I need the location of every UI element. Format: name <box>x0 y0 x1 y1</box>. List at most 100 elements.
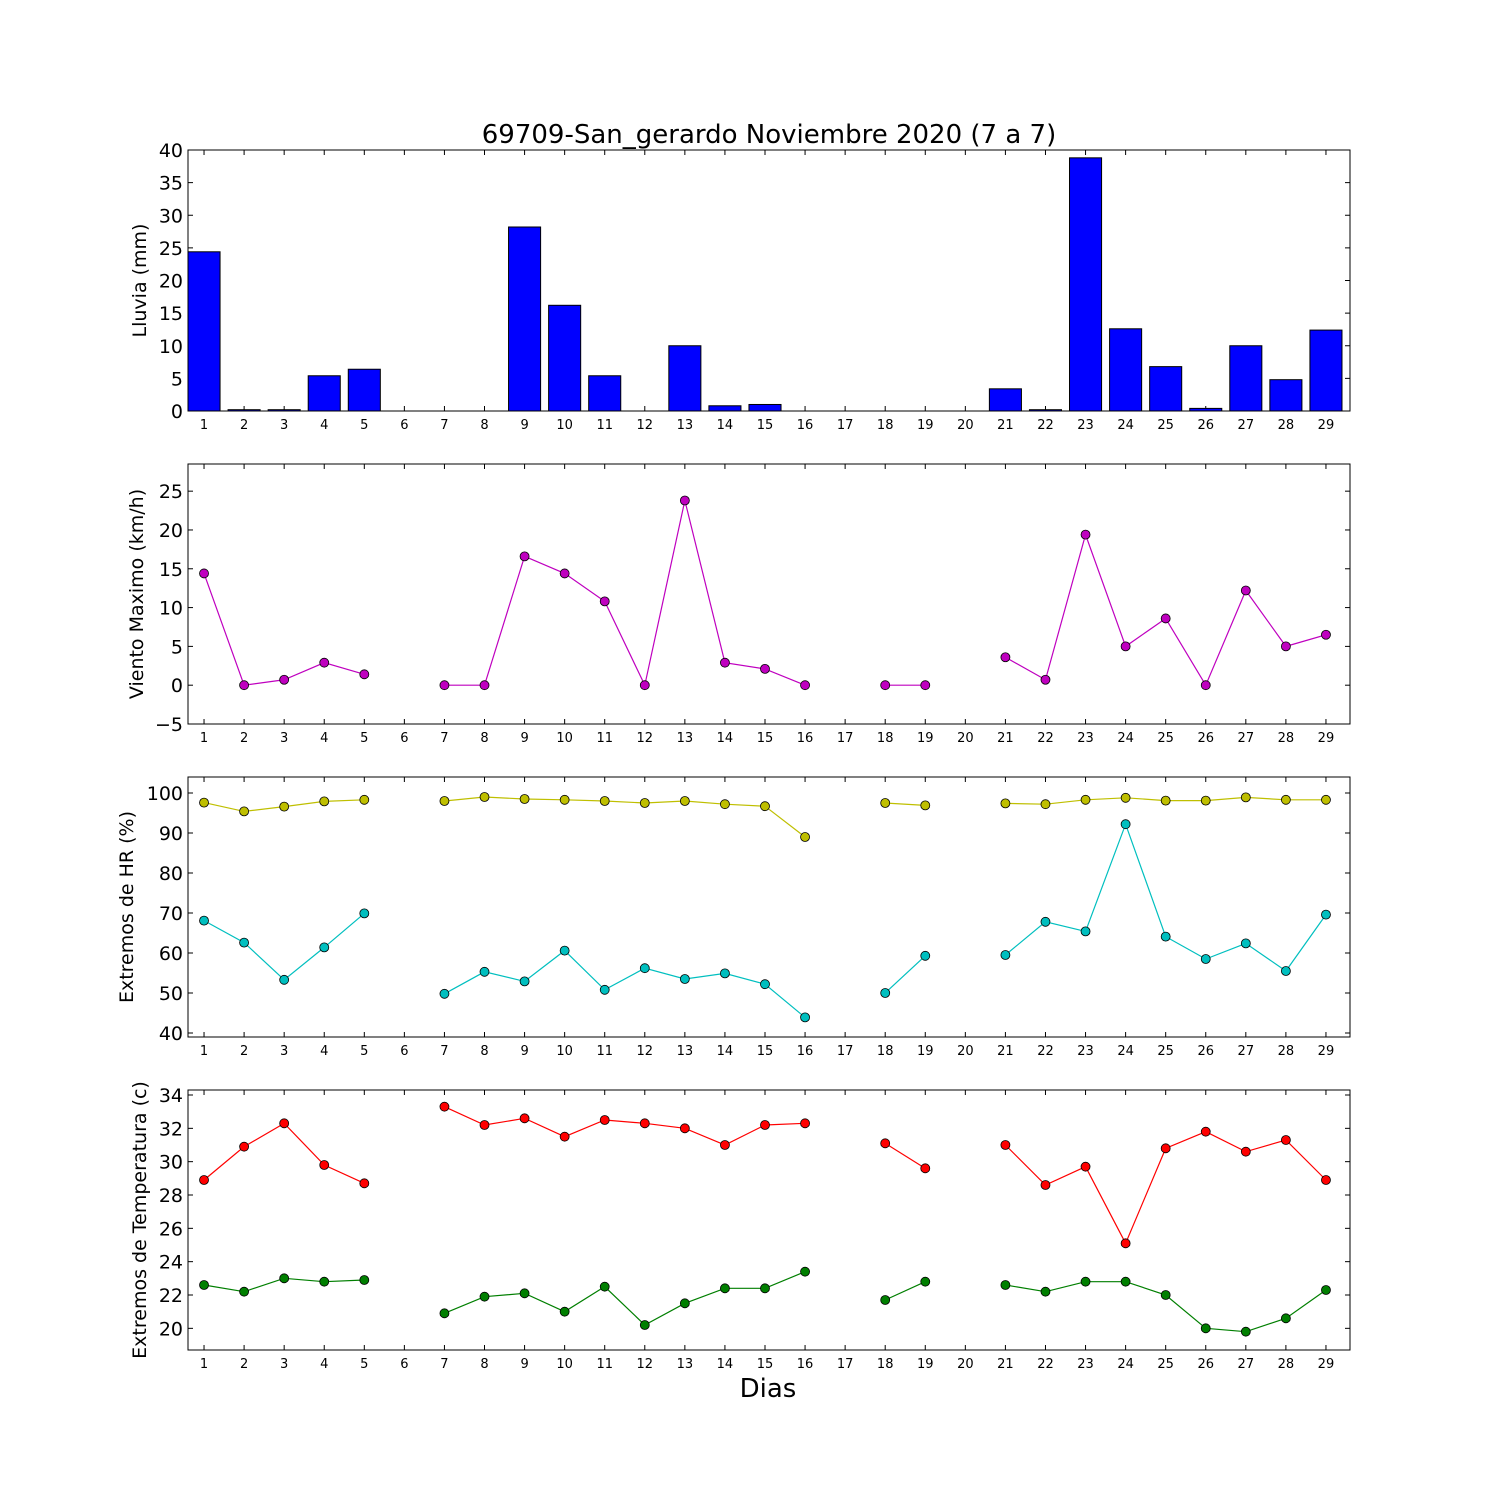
rain-x-tick-label: 17 <box>837 418 854 433</box>
temp-series-1-point <box>479 1291 490 1302</box>
rain-x-tick-label: 16 <box>797 418 814 433</box>
wind-y-tick-label: 0 <box>171 675 183 697</box>
hr-x-tick-label: 25 <box>1157 1044 1174 1059</box>
hr-x-tick-label: 15 <box>757 1044 774 1059</box>
temp-series-1-point <box>1000 1280 1011 1290</box>
temp-series-1-point <box>1160 1290 1171 1300</box>
wind-series-0-point <box>720 657 730 668</box>
hr-series-1-line <box>884 955 926 994</box>
hr-x-tick-label: 27 <box>1238 1044 1255 1059</box>
temp-series-1-point <box>599 1281 610 1292</box>
rain-bar <box>1149 366 1183 412</box>
temp-x-tick-label: 21 <box>997 1357 1014 1372</box>
temp-x-tick-label: 12 <box>637 1357 654 1372</box>
wind-series-0-point <box>319 657 330 668</box>
hr-y-tick-label: 70 <box>159 903 183 925</box>
hr-x-tick-label: 1 <box>200 1044 208 1059</box>
wind-series-0-point <box>479 680 490 691</box>
hr-series-1-point <box>1160 931 1171 942</box>
temp-y-tick-label: 20 <box>159 1318 183 1340</box>
wind-x-tick-label: 19 <box>917 731 934 746</box>
hr-series-1-point <box>559 945 570 956</box>
temp-series-0-point <box>1000 1140 1011 1150</box>
wind-x-tick-label: 14 <box>717 731 734 746</box>
hr-x-tick-label: 6 <box>400 1044 408 1059</box>
wind-x-tick-label: 12 <box>637 731 654 746</box>
wind-series-0-point <box>1200 680 1211 691</box>
rain-x-tick-label: 8 <box>480 418 488 433</box>
wind-series-0-point <box>760 663 770 674</box>
rain-bar <box>508 226 542 412</box>
hr-series-1-point <box>439 988 450 999</box>
temp-series-0-point <box>559 1131 570 1142</box>
hr-y-tick-label: 80 <box>159 863 183 885</box>
hr-series-0-point <box>599 796 610 806</box>
hr-x-tick-label: 8 <box>480 1044 488 1059</box>
wind-y-tick-label: 5 <box>171 636 183 658</box>
temp-series-1-point <box>279 1273 290 1284</box>
wind-series-0-point <box>1040 674 1051 685</box>
wind-series-0-point <box>279 674 290 685</box>
hr-y-axis-label: Extremos de HR (%) <box>116 811 138 1003</box>
temp-series-0-point <box>439 1101 450 1112</box>
hr-series-0-point <box>880 798 891 808</box>
rain-bar <box>1269 379 1303 412</box>
hr-x-tick-label: 9 <box>520 1044 528 1059</box>
temp-series-0-point <box>720 1140 730 1150</box>
temp-series-0-point <box>760 1120 770 1130</box>
rain-bar <box>347 368 381 412</box>
x-axis-label: Dias <box>740 1374 797 1404</box>
wind-x-tick-label: 20 <box>957 731 974 746</box>
wind-x-tick-label: 15 <box>757 731 774 746</box>
temp-series-0-point <box>1040 1180 1051 1190</box>
rain-x-tick-label: 18 <box>877 418 894 433</box>
rain-bar <box>1189 407 1223 412</box>
temp-x-tick-label: 28 <box>1278 1357 1295 1372</box>
hr-series-0-point <box>239 806 249 817</box>
temp-y-tick-label: 28 <box>159 1185 183 1207</box>
temp-y-tick-label: 22 <box>159 1285 183 1307</box>
temp-series-0-point <box>1080 1161 1091 1172</box>
temp-series-0-point <box>279 1118 290 1129</box>
hr-series-0-point <box>760 801 770 812</box>
hr-series-1-point <box>679 974 690 984</box>
hr-series-1-line <box>444 949 806 1018</box>
wind-x-tick-label: 11 <box>596 731 613 746</box>
wind-series-0-point <box>1240 585 1251 596</box>
wind-x-tick-label: 29 <box>1318 731 1335 746</box>
temp-y-tick-label: 30 <box>159 1152 183 1174</box>
temp-x-tick-label: 11 <box>596 1357 613 1372</box>
temp-series-0-point <box>1200 1126 1211 1137</box>
hr-series-1-point <box>1200 954 1211 964</box>
wind-x-tick-label: 7 <box>440 731 448 746</box>
hr-x-tick-label: 28 <box>1278 1044 1295 1059</box>
wind-axes-frame <box>187 463 1351 725</box>
hr-series-0-point <box>1160 795 1171 806</box>
temp-series-1-point <box>519 1288 530 1299</box>
hr-series-0-point <box>1120 792 1131 803</box>
temp-series-1-point <box>1240 1326 1251 1337</box>
hr-series-0-point <box>639 798 650 808</box>
rain-x-tick-label: 21 <box>997 418 1014 433</box>
hr-series-1-point <box>519 976 530 987</box>
wind-y-tick-label: 25 <box>159 481 183 503</box>
temp-x-tick-label: 18 <box>877 1357 894 1372</box>
wind-x-tick-label: 28 <box>1278 731 1295 746</box>
wind-x-tick-label: 23 <box>1077 731 1094 746</box>
temp-series-1-point <box>1280 1313 1291 1324</box>
wind-series-0-point <box>1280 641 1291 652</box>
rain-x-tick-label: 12 <box>637 418 654 433</box>
rain-y-tick-label: 40 <box>159 140 183 162</box>
wind-x-tick-label: 5 <box>360 731 368 746</box>
wind-x-tick-label: 24 <box>1117 731 1134 746</box>
hr-series-0-point <box>559 794 570 805</box>
temp-y-tick-label: 24 <box>159 1252 183 1274</box>
hr-series-1-point <box>720 968 730 979</box>
rain-y-tick-label: 15 <box>159 303 183 325</box>
hr-series-1-point <box>800 1012 810 1023</box>
wind-x-tick-label: 25 <box>1157 731 1174 746</box>
wind-series-0-point <box>519 551 530 562</box>
temp-x-tick-label: 16 <box>797 1357 814 1372</box>
rain-bar <box>748 403 782 412</box>
